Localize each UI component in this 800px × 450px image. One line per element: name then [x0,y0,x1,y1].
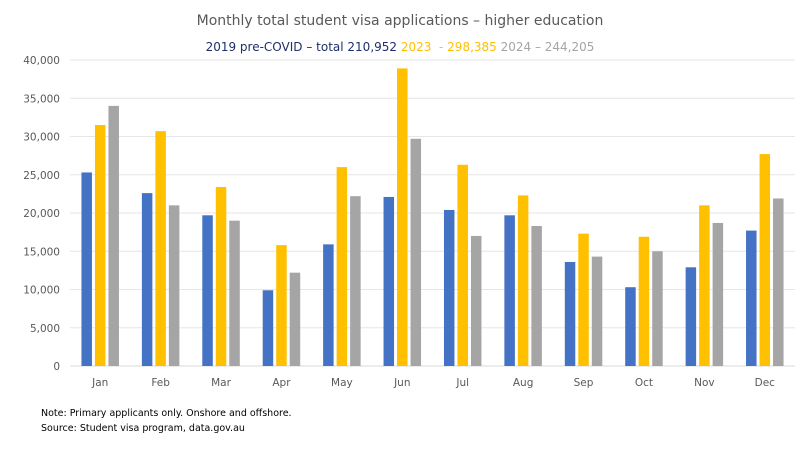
bar-2024-apr [289,272,301,366]
bar-2023-jul [457,164,468,366]
y-tick-label: 40,000 [23,55,60,67]
x-tick-label: Jan [91,377,108,389]
bar-2023-apr [276,245,287,366]
x-tick-label: Mar [211,377,231,389]
x-tick-label: Sep [574,377,594,389]
note-text: Note: Primary applicants only. Onshore a… [41,408,292,419]
y-axis-labels: 0 5,000 10,000 15,000 20,000 25,000 30,000 35,0… [23,55,60,373]
bar-2023-nov [699,205,710,366]
x-tick-label: Apr [272,377,291,389]
y-tick-label: 5,000 [30,323,60,335]
bar-2019-sep [564,261,576,366]
bar-2024-mar [229,220,240,366]
bar-2019-jan [81,172,92,366]
bar-2024-feb [168,205,180,366]
bar-2019-jun [383,196,395,366]
y-tick-label: 25,000 [23,170,60,182]
subtitle-2023-total: 2023 - 298,385 [400,40,501,54]
bar-2024-may [350,196,361,366]
bar-2019-aug [504,215,515,366]
y-tick-label: 20,000 [23,208,60,220]
bar-2024-aug [531,226,542,366]
chart-subtitle: 2019 pre-COVID – total 210,952 2023 - 29… [0,40,800,54]
bar-2019-mar [202,215,213,366]
x-tick-label: Jul [455,377,469,389]
bar-2023-sep [578,233,589,366]
x-tick-label: Aug [513,377,534,389]
bar-2023-jan [94,125,106,367]
chart-title: Monthly total student visa applications … [196,13,604,29]
bar-2024-oct [652,251,663,366]
gridlines [70,59,795,367]
x-tick-label: May [331,377,353,389]
y-tick-label: 30,000 [23,132,60,144]
x-tick-label: Feb [151,377,170,389]
bar-2024-dec [773,198,784,366]
bar-2024-jul [470,235,482,366]
bar-2023-dec [759,154,771,366]
bar-2024-jan [108,105,119,367]
y-tick-label: 10,000 [23,285,60,297]
bar-2023-aug [517,195,529,366]
bar-2019-oct [625,287,636,366]
subtitle-2019-total: 2019 pre-COVID – total 210,952 [205,40,401,54]
y-tick-label: 15,000 [23,246,60,258]
bar-2023-feb [155,131,166,366]
x-tick-label: Nov [694,377,715,389]
bar-2019-may [323,244,334,366]
bar-2019-jul [443,209,455,366]
x-axis-labels: Jan Feb Mar Apr May Jun Jul Aug Sep Oct Nov Dec [91,377,775,389]
y-tick-label: 35,000 [23,93,60,105]
x-tick-label: Oct [635,377,653,389]
subtitle-2024-total: 2024 – 244,205 [500,40,595,54]
bar-2024-nov [712,222,724,366]
bar-2019-nov [685,267,697,366]
bar-2019-apr [262,290,274,366]
bar-2023-may [336,167,348,366]
source-text: Source: Student visa program, data.gov.a… [41,423,245,434]
bar-2024-sep [591,256,603,366]
bars [81,68,784,367]
y-tick-label: 0 [53,361,60,373]
bar-2023-jun [397,68,408,366]
x-tick-label: Dec [755,377,776,389]
bar-2019-feb [141,193,153,366]
x-tick-label: Jun [393,377,410,389]
bar-2019-dec [746,230,757,366]
bar-2024-jun [410,138,422,366]
bar-2023-oct [638,236,650,366]
bar-2023-mar [215,186,227,366]
